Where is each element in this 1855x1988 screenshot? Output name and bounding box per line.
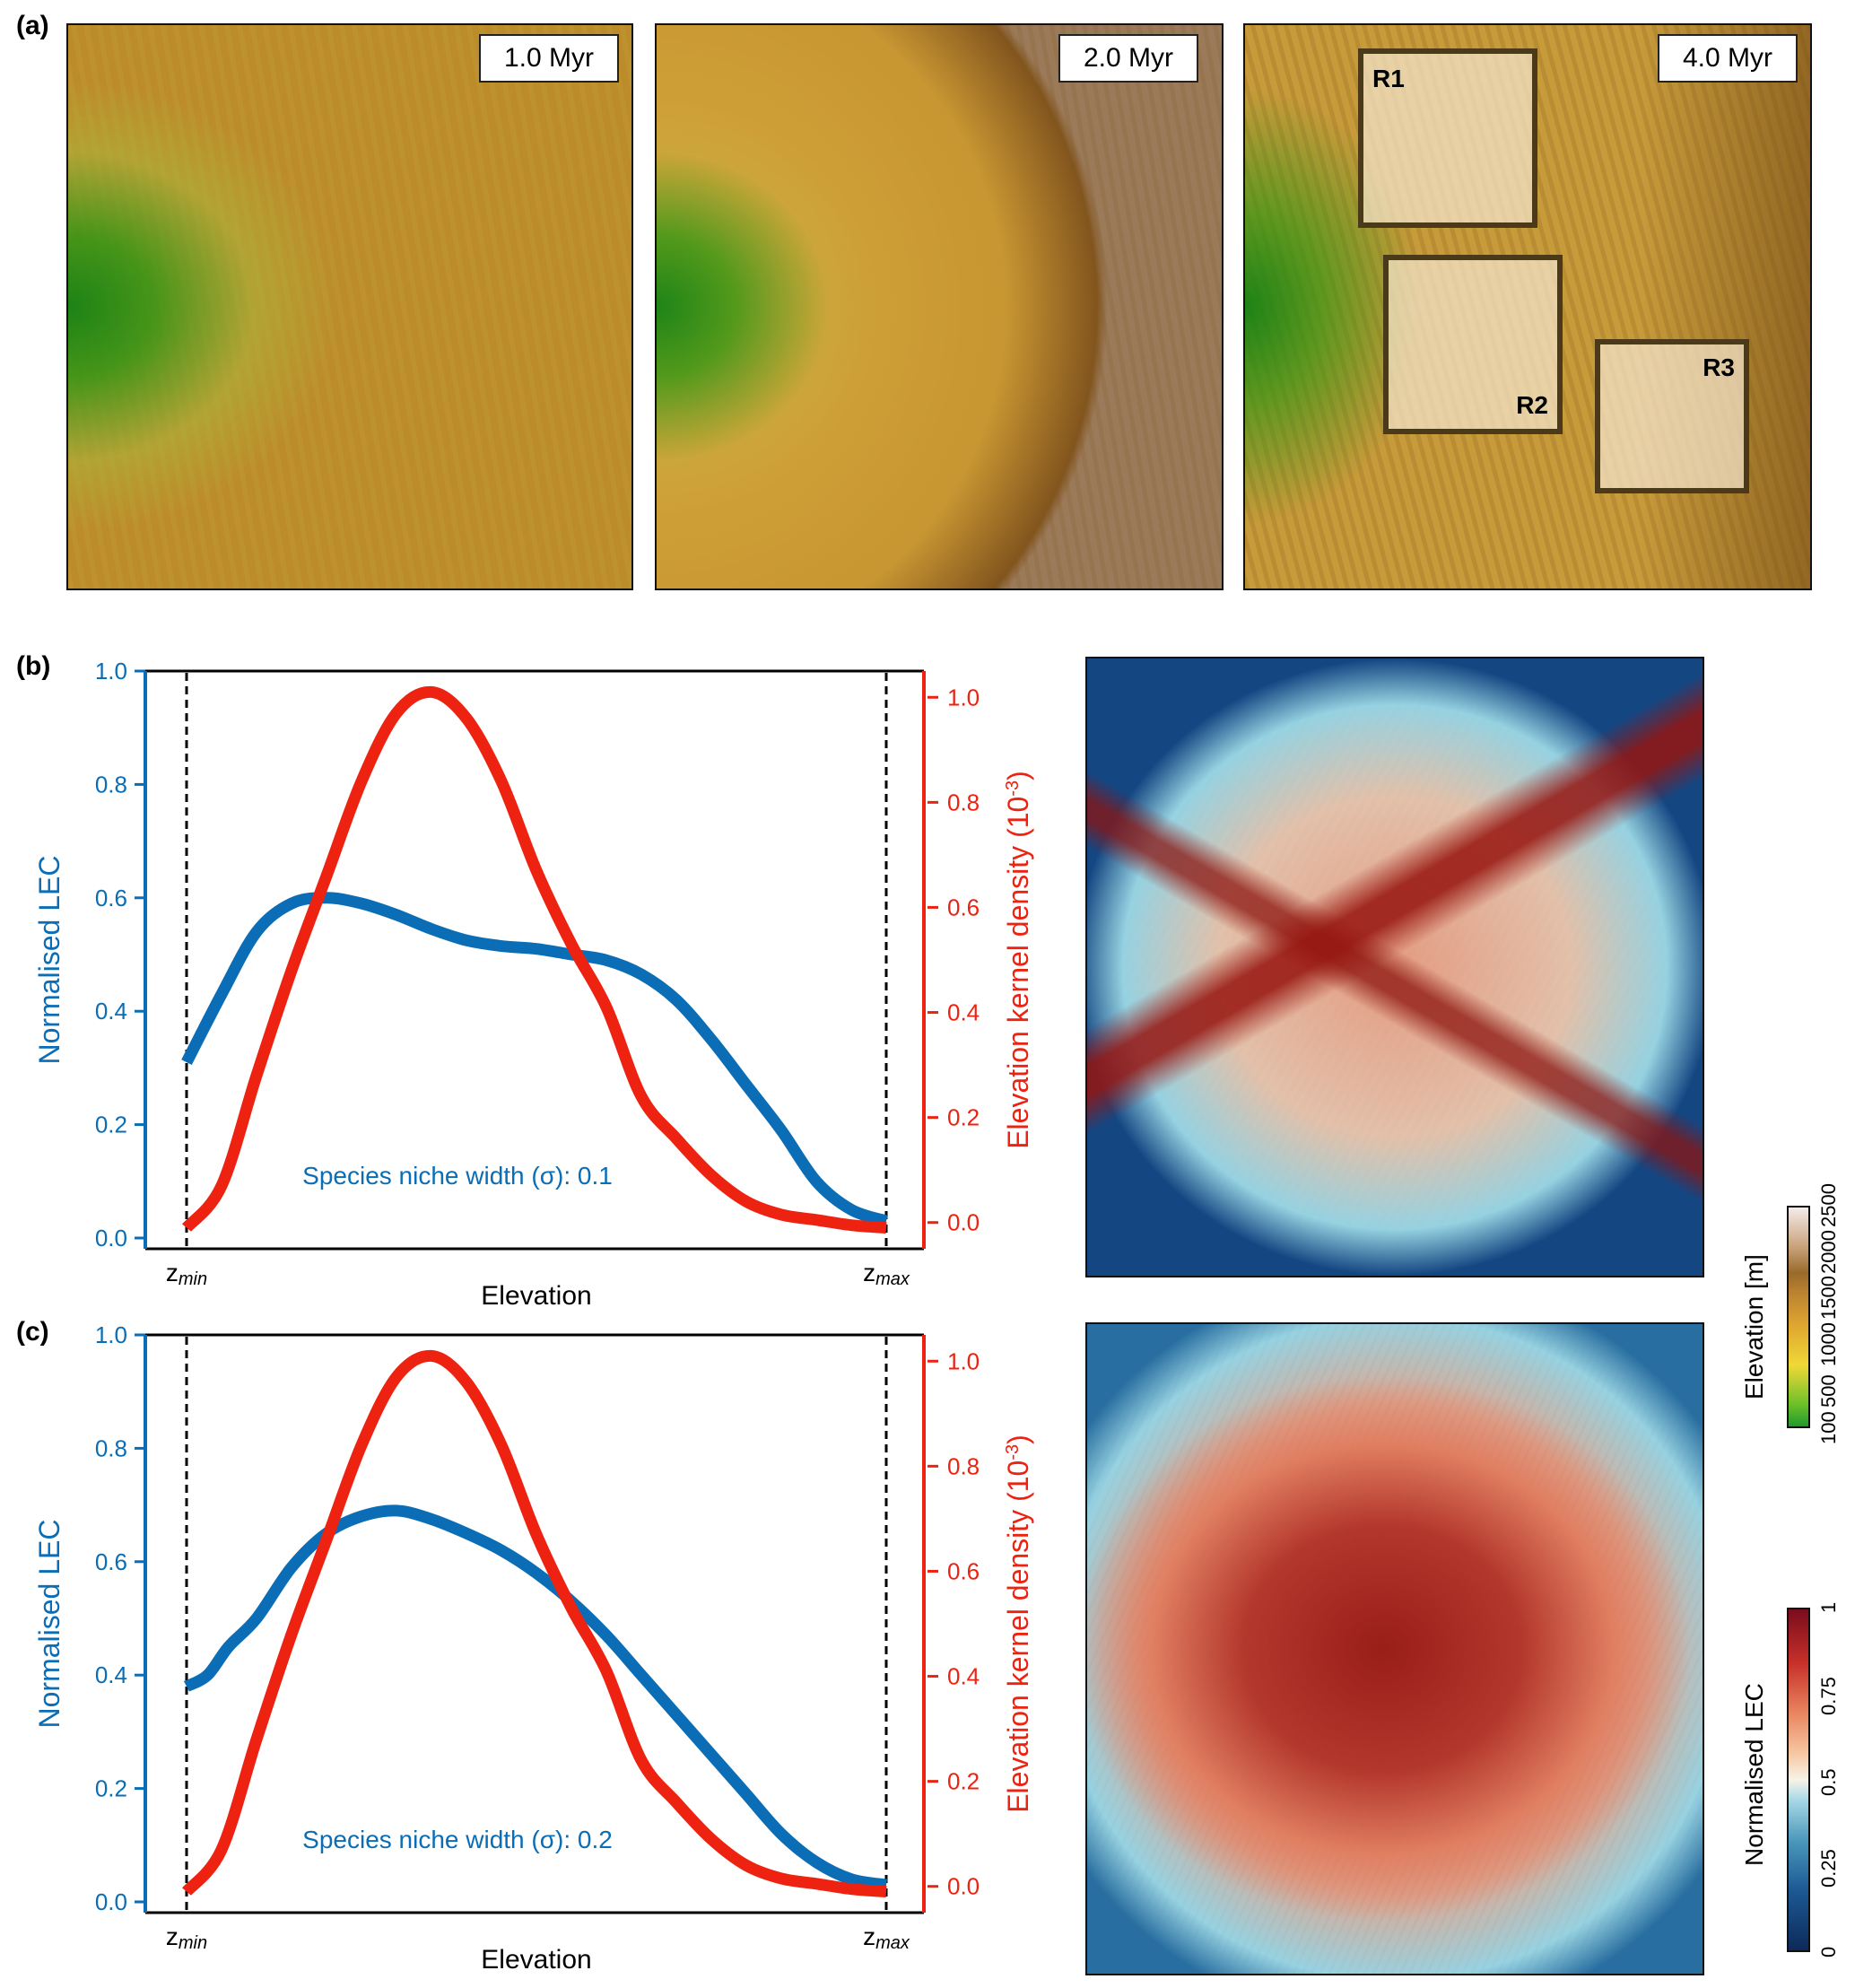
lec-map-b xyxy=(1085,657,1704,1277)
right-y-tick-label: 0.2 xyxy=(947,1768,980,1795)
lec-colorbar-tick-label: 0.25 xyxy=(1817,1849,1840,1888)
right-y-tick-label: 0.2 xyxy=(947,1104,980,1131)
time-label-box: 2.0 Myr xyxy=(1058,34,1198,83)
left-y-tick-label: 0.0 xyxy=(95,1225,127,1251)
elevation-colorbar-title: Elevation [m] xyxy=(1740,1254,1768,1399)
region-label-r3: R3 xyxy=(1703,353,1735,381)
lec-colorbar-tick-label: 0.5 xyxy=(1817,1768,1840,1796)
right-y-axis-title: Elevation kernel density (10-3) xyxy=(1002,1434,1034,1813)
x-tick-label-sub: min xyxy=(179,1269,207,1289)
elevation-map-4myr: 4.0 Myr R1 R2 R3 xyxy=(1243,23,1812,590)
x-tick-label-sub: max xyxy=(875,1933,910,1953)
x-tick-label-zmin: zmin xyxy=(166,1259,207,1289)
right-y-tick-label: 0.8 xyxy=(947,1452,980,1479)
chart-b: 0.0 0.2 0.4 0.6 0.8 1.0 0.0 0.2 0.4 0.6 0.8 1.0 Norm… xyxy=(33,658,1034,1310)
lec-colorbar xyxy=(1787,1608,1810,1952)
left-y-tick-label: 0.8 xyxy=(95,771,127,798)
right-y-axis-title-tail: ) xyxy=(1002,1434,1034,1444)
right-y-axis-title-exponent: -3 xyxy=(1003,1444,1023,1460)
region-label-r1: R1 xyxy=(1372,65,1405,92)
region-r2: R2 xyxy=(1383,255,1563,434)
region-label-r2: R2 xyxy=(1516,391,1548,419)
left-y-tick-label: 0.0 xyxy=(95,1888,127,1915)
niche-width-annotation: Species niche width (σ): 0.1 xyxy=(302,1162,613,1190)
density-series-line xyxy=(182,1349,887,1898)
elevation-map-1myr: 1.0 Myr xyxy=(66,23,633,590)
lec-colorbar-tick-label: 0 xyxy=(1817,1946,1840,1957)
left-y-tick-label: 0.4 xyxy=(95,998,127,1025)
region-r1: R1 xyxy=(1358,48,1537,228)
x-tick-label-main: z xyxy=(166,1923,179,1950)
time-label-box: 1.0 Myr xyxy=(479,34,619,83)
elevation-map-2myr: 2.0 Myr xyxy=(655,23,1224,590)
right-y-axis-title-exponent: -3 xyxy=(1003,780,1023,797)
left-y-tick-label: 1.0 xyxy=(95,658,127,684)
panel-label-c: (c) xyxy=(16,1317,49,1347)
chart-c: 0.0 0.2 0.4 0.6 0.8 1.0 0.0 0.2 0.4 0.6 0.8 1.0 Norm… xyxy=(33,1321,1034,1975)
left-y-tick-label: 1.0 xyxy=(95,1321,127,1348)
elevation-colorbar-tick-label: 500 xyxy=(1817,1373,1840,1408)
right-y-tick-label: 0.6 xyxy=(947,894,980,920)
lec-colorbar-tick-label: 0.75 xyxy=(1817,1677,1840,1715)
right-y-tick-label: 1.0 xyxy=(947,1347,980,1374)
x-axis-title: Elevation xyxy=(481,1281,591,1310)
x-tick-label-main: z xyxy=(863,1259,875,1286)
lec-series-line xyxy=(183,1504,888,1891)
lec-colorbar-tick-label: 1 xyxy=(1817,1601,1840,1613)
x-tick-label-sub: min xyxy=(179,1933,207,1953)
right-y-tick-label: 1.0 xyxy=(947,684,980,711)
elevation-colorbar-tick-label: 100 xyxy=(1817,1411,1840,1444)
left-y-tick-label: 0.6 xyxy=(95,885,127,911)
time-label: 1.0 Myr xyxy=(503,43,595,73)
right-y-tick-label: 0.8 xyxy=(947,789,980,815)
x-tick-label-sub: max xyxy=(875,1269,910,1289)
left-y-tick-label: 0.8 xyxy=(95,1434,127,1461)
x-axis-title: Elevation xyxy=(481,1945,591,1975)
x-tick-label-zmax: zmax xyxy=(863,1259,910,1289)
elevation-colorbar-tick-label: 1500 xyxy=(1817,1276,1840,1321)
right-y-axis-title-main: Elevation kernel density (10 xyxy=(1002,1460,1034,1813)
lec-series-line xyxy=(181,892,889,1227)
lec-colorbar-title: Normalised LEC xyxy=(1740,1683,1768,1866)
left-y-tick-label: 0.6 xyxy=(95,1548,127,1575)
right-y-tick-label: 0.6 xyxy=(947,1557,980,1584)
left-y-tick-label: 0.4 xyxy=(95,1661,127,1688)
right-y-axis-title-tail: ) xyxy=(1002,771,1034,780)
left-y-axis-title: Normalised LEC xyxy=(33,856,65,1065)
left-y-tick-label: 0.2 xyxy=(95,1112,127,1138)
right-y-axis-title-main: Elevation kernel density (10 xyxy=(1002,797,1034,1149)
panel-label-a: (a) xyxy=(16,11,49,40)
right-y-tick-label: 0.4 xyxy=(947,1663,980,1690)
lec-map-c xyxy=(1085,1322,1704,1975)
elevation-colorbar xyxy=(1787,1206,1810,1428)
left-y-axis-title: Normalised LEC xyxy=(33,1520,65,1729)
elevation-colorbar-tick-label: 2500 xyxy=(1817,1183,1840,1227)
niche-width-annotation: Species niche width (σ): 0.2 xyxy=(302,1826,613,1853)
time-label-box: 4.0 Myr xyxy=(1658,34,1798,83)
elevation-colorbar-tick-label: 1000 xyxy=(1817,1322,1840,1366)
time-label: 4.0 Myr xyxy=(1682,43,1773,73)
time-label: 2.0 Myr xyxy=(1083,43,1174,73)
left-y-tick-label: 0.2 xyxy=(95,1775,127,1802)
x-tick-label-main: z xyxy=(863,1923,875,1950)
panel-label-b: (b) xyxy=(16,651,51,681)
right-y-tick-label: 0.0 xyxy=(947,1873,980,1900)
right-y-tick-label: 0.4 xyxy=(947,999,980,1026)
region-r3: R3 xyxy=(1595,339,1749,493)
x-tick-label-zmax: zmax xyxy=(863,1923,910,1953)
right-y-tick-label: 0.0 xyxy=(947,1209,980,1236)
density-series-line xyxy=(182,685,887,1234)
elevation-colorbar-tick-label: 2000 xyxy=(1817,1229,1840,1274)
x-tick-label-main: z xyxy=(166,1259,179,1286)
right-y-axis-title: Elevation kernel density (10-3) xyxy=(1002,771,1034,1149)
x-tick-label-zmin: zmin xyxy=(166,1923,207,1953)
